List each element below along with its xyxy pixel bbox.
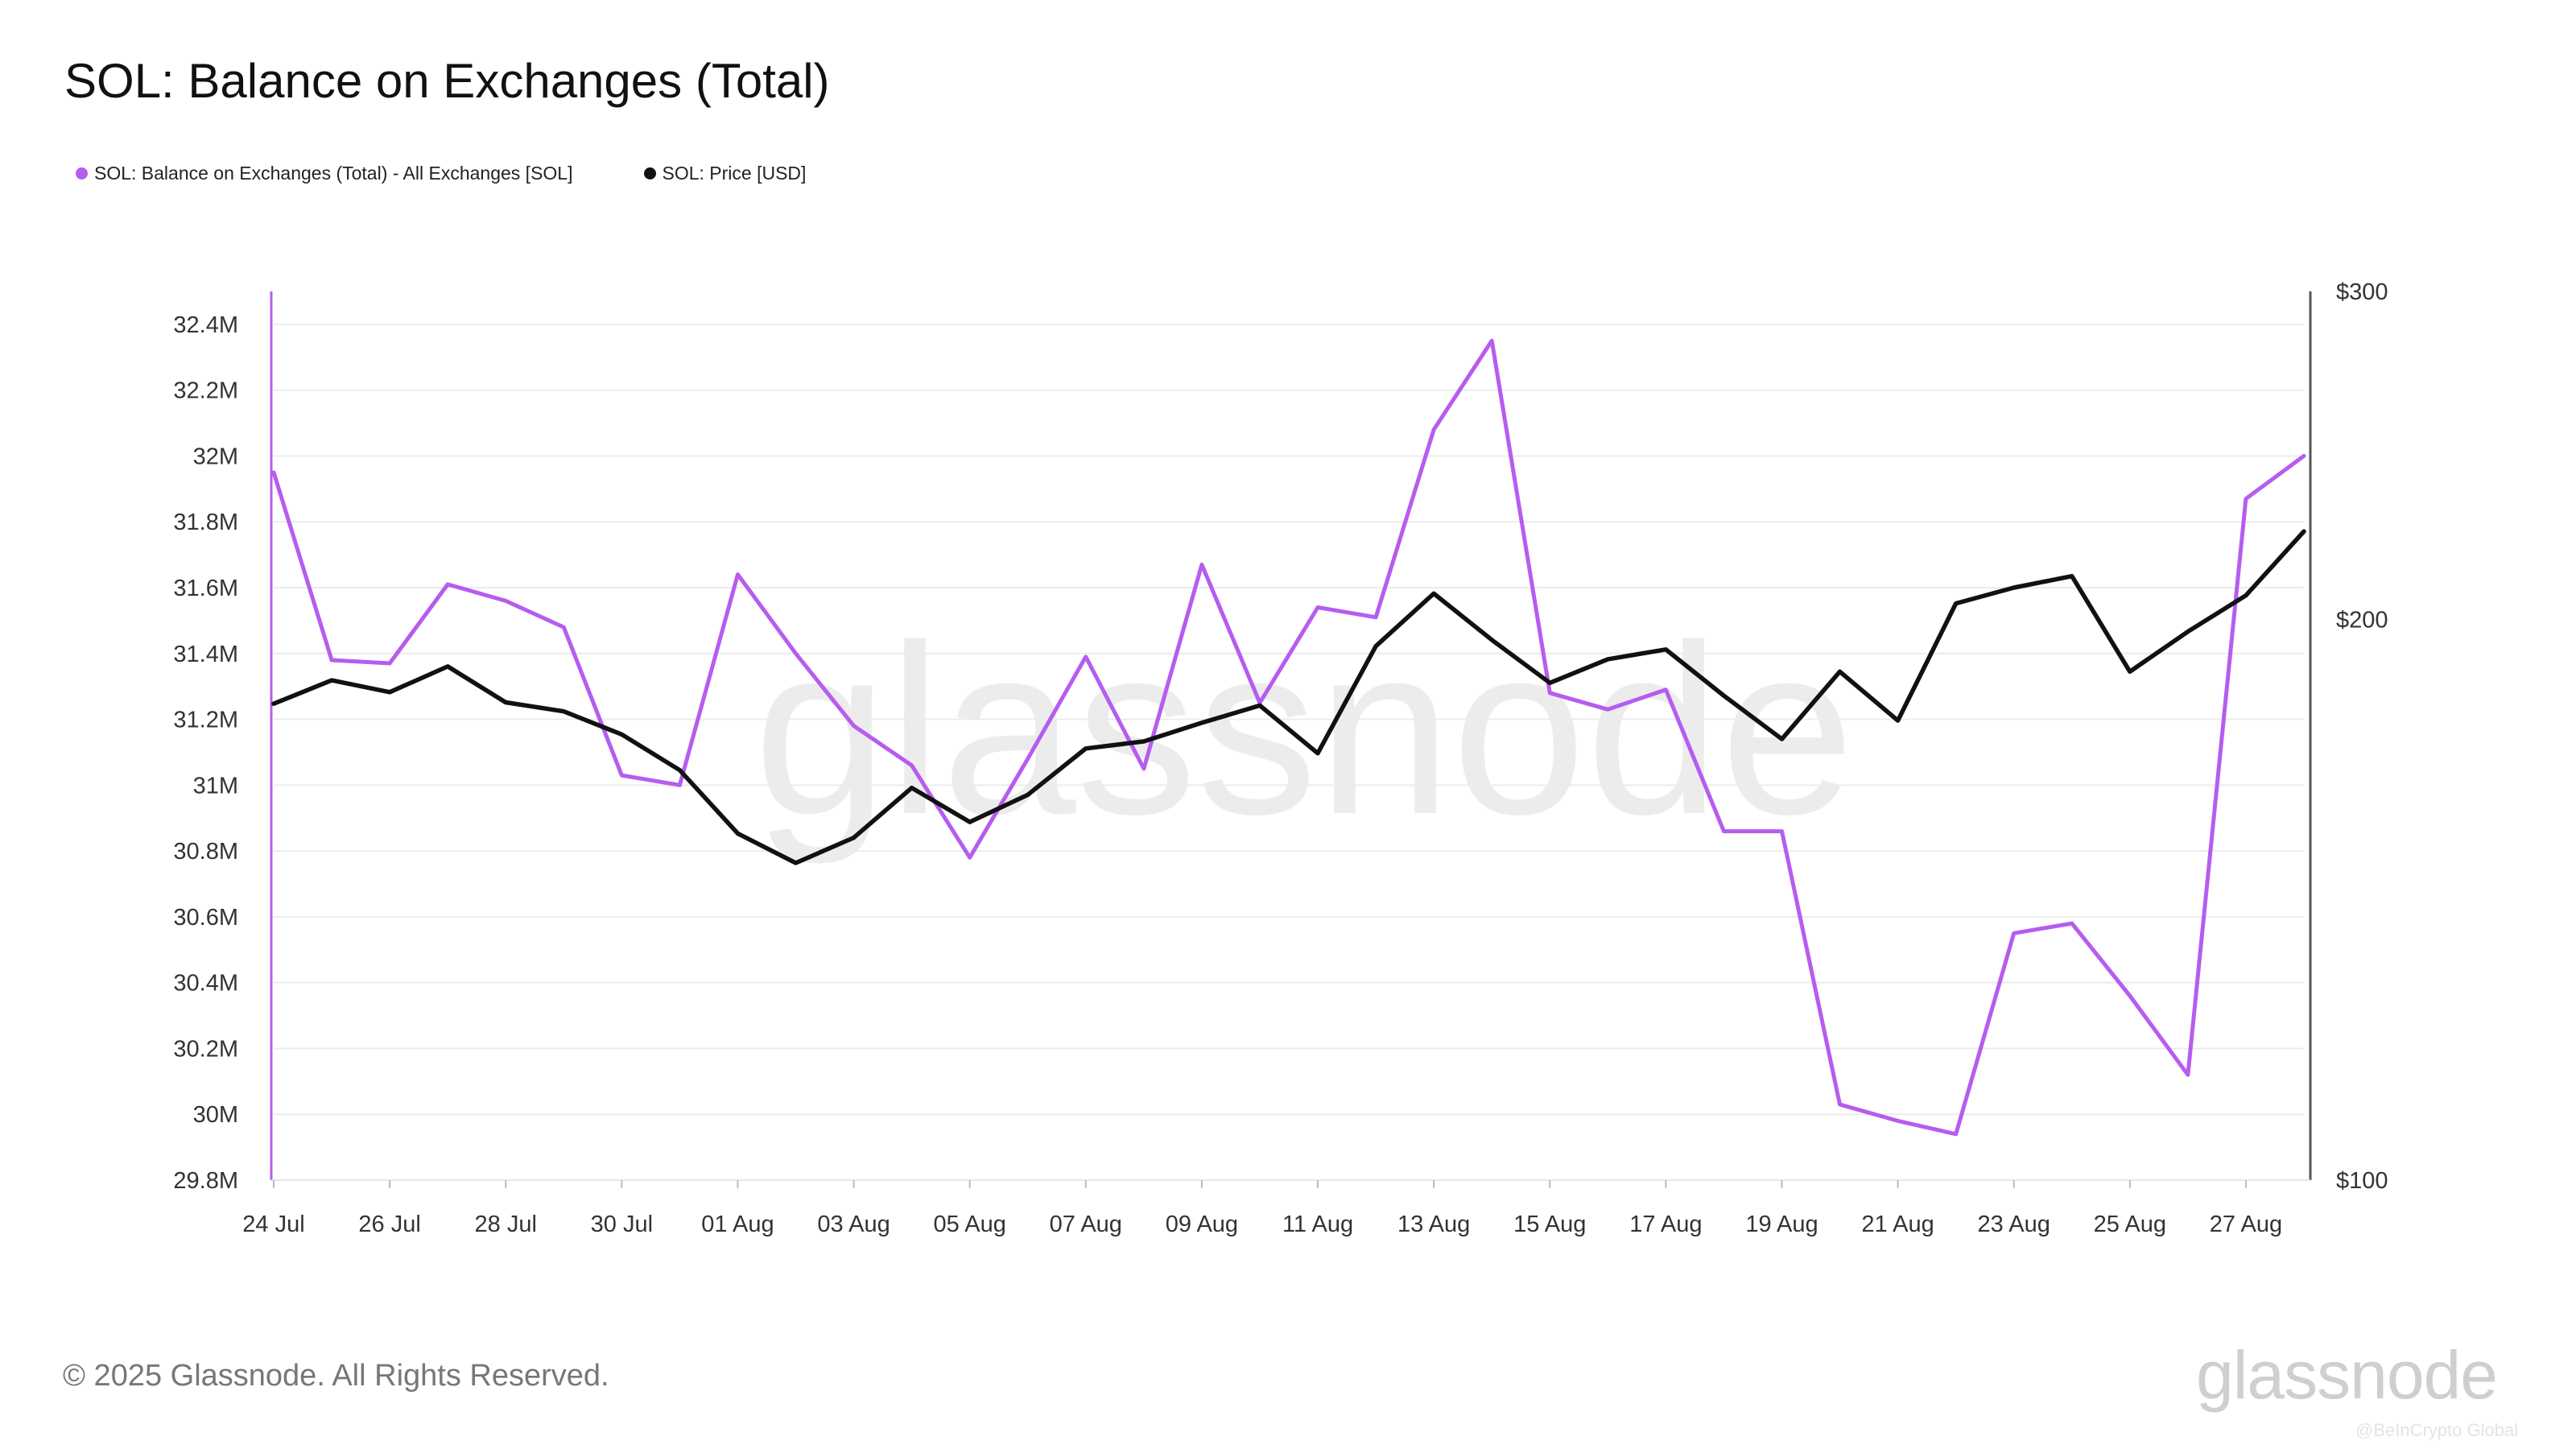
y-left-tick-label: 31.2M xyxy=(173,708,238,733)
legend-dot-price xyxy=(643,167,656,180)
x-tick-label: 09 Aug xyxy=(1166,1212,1238,1237)
x-tick-label: 26 Jul xyxy=(358,1212,420,1237)
chart-legend: SOL: Balance on Exchanges (Total) - All … xyxy=(76,163,806,184)
axes xyxy=(270,291,2312,1181)
y-right-tick-labels: $100 $200 $300 xyxy=(2336,279,2388,1194)
y-left-tick-label: 32.4M xyxy=(173,312,238,338)
x-tick-label: 28 Jul xyxy=(475,1212,537,1237)
chart-watermark: glassnode xyxy=(753,594,1855,866)
x-tick-label: 24 Jul xyxy=(242,1212,304,1237)
y-left-tick-label: 29.8M xyxy=(173,1168,238,1194)
y-left-tick-label: 31.8M xyxy=(173,510,238,535)
y-left-tick-label: 30.4M xyxy=(173,971,238,997)
y-right-tick-label: $300 xyxy=(2336,279,2388,305)
x-tick-label: 27 Aug xyxy=(2210,1212,2282,1237)
x-tick-label: 03 Aug xyxy=(817,1212,890,1237)
chart-title: SOL: Balance on Exchanges (Total) xyxy=(64,54,830,108)
y-left-tick-label: 31M xyxy=(193,773,238,799)
x-tick-label: 19 Aug xyxy=(1745,1212,1818,1237)
x-tick-label: 05 Aug xyxy=(934,1212,1006,1237)
x-tick-label: 07 Aug xyxy=(1050,1212,1122,1237)
y-right-tick-label: $200 xyxy=(2336,607,2388,633)
x-tick-label: 01 Aug xyxy=(701,1212,774,1237)
legend-label-price: SOL: Price [USD] xyxy=(662,163,807,184)
balance-series-line[interactable] xyxy=(271,338,2306,1137)
series-lines xyxy=(271,338,2306,1137)
x-tick-label: 13 Aug xyxy=(1397,1212,1470,1237)
y-left-tick-label: 31.6M xyxy=(173,576,238,601)
legend-item-price[interactable]: SOL: Price [USD] xyxy=(643,163,807,184)
y-left-tick-label: 30M xyxy=(193,1102,238,1128)
x-tick-labels: 24 Jul 26 Jul 28 Jul 30 Jul 01 Aug 03 Aug 05 A… xyxy=(242,1180,2282,1237)
x-tick-label: 23 Aug xyxy=(1978,1212,2050,1237)
credit-watermark: @BeInCrypto Global xyxy=(2355,1420,2519,1440)
y-right-tick-label: $100 xyxy=(2336,1168,2388,1194)
x-tick-label: 15 Aug xyxy=(1513,1212,1586,1237)
grid-lines xyxy=(274,323,2304,1116)
y-left-tick-labels: 29.8M 30M 30.2M 30.4M 30.6M 30.8M 31M 31.2M 31.4… xyxy=(173,312,238,1194)
legend-dot-balance xyxy=(76,167,88,180)
x-tick-label: 30 Jul xyxy=(591,1212,653,1237)
y-left-tick-label: 30.6M xyxy=(173,905,238,931)
legend-label-balance: SOL: Balance on Exchanges (Total) - All … xyxy=(94,163,573,184)
x-tick-label: 21 Aug xyxy=(1861,1212,1934,1237)
brand-logo: glassnode xyxy=(2196,1337,2498,1413)
y-left-tick-label: 30.8M xyxy=(173,839,238,865)
price-series-line[interactable] xyxy=(271,529,2306,865)
legend-item-balance[interactable]: SOL: Balance on Exchanges (Total) - All … xyxy=(76,163,573,184)
x-tick-label: 17 Aug xyxy=(1629,1212,1702,1237)
copyright-footer: © 2025 Glassnode. All Rights Reserved. xyxy=(63,1359,609,1393)
y-left-tick-label: 30.2M xyxy=(173,1036,238,1062)
y-left-tick-label: 32M xyxy=(193,444,238,469)
y-left-tick-label: 31.4M xyxy=(173,642,238,667)
x-tick-label: 25 Aug xyxy=(2094,1212,2166,1237)
y-left-tick-label: 32.2M xyxy=(173,378,238,404)
x-tick-label: 11 Aug xyxy=(1282,1212,1353,1237)
